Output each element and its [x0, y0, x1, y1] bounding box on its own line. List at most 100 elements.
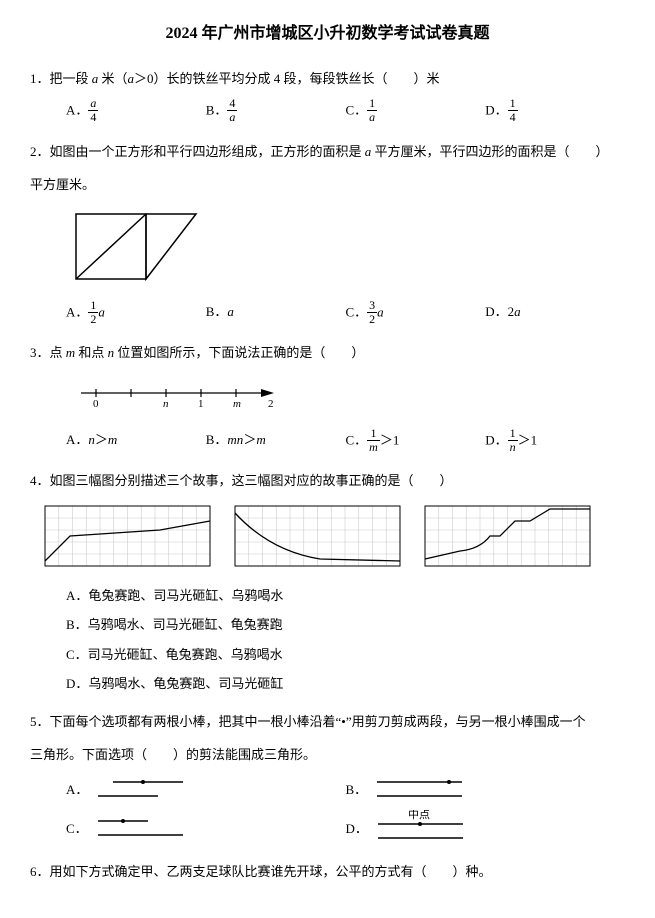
q5-d-svg: 中点 — [368, 810, 473, 846]
q1-c-frac: 1a — [367, 97, 377, 124]
q3-c-frac: 1m — [367, 427, 380, 454]
q2-d-label: D．2 — [485, 304, 514, 319]
frac-den: m — [367, 441, 380, 454]
q5-b-label: B． — [346, 778, 368, 801]
frac-den: 4 — [88, 111, 98, 124]
svg-text:0: 0 — [93, 398, 99, 410]
q1-text3: ＞0）长的铁丝平均分成 4 段，每段铁丝长（ ）米 — [134, 71, 440, 86]
q1-opt-a: A．a4 — [66, 98, 206, 125]
svg-text:2: 2 — [268, 398, 274, 410]
q5-opt-c: C． — [66, 810, 346, 846]
q2-stem: 2．如图由一个正方形和平行四边形组成，正方形的面积是 a 平方厘米，平行四边形的… — [30, 140, 625, 163]
q2-options: A．12a B．a C．32a D．2a — [30, 300, 625, 327]
q5-d-label: D． — [346, 817, 368, 840]
q1-stem: 1．把一段 a 米（a＞0）长的铁丝平均分成 4 段，每段铁丝长（ ）米 — [30, 67, 625, 90]
q1-a-label: A． — [66, 103, 88, 118]
q3-text2: 和点 — [75, 345, 108, 360]
q3-a-pre: A． — [66, 432, 88, 447]
q5-row1: A． B． — [30, 774, 625, 804]
q5-opt-b: B． — [346, 774, 626, 804]
q3-text: 3．点 — [30, 345, 66, 360]
q5-a-svg — [88, 774, 193, 804]
q3-opt-a: A．n＞m — [66, 428, 206, 455]
q3-stem: 3．点 m 和点 n 位置如图所示，下面说法正确的是（ ） — [30, 341, 625, 364]
question-5: 5．下面每个选项都有两根小棒，把其中一根小棒沿着“•”用剪刀剪成两段，与另一根小… — [30, 710, 625, 847]
q3-b-r: m — [256, 432, 265, 447]
frac-num: 1 — [508, 427, 518, 441]
frac-den: 2 — [88, 313, 98, 326]
frac-den: n — [508, 441, 518, 454]
q4-opt-b: B．乌鸦喝水、司马光砸缸、龟兔赛跑 — [66, 613, 625, 636]
q4-opt-c: C．司马光砸缸、龟兔赛跑、乌鸦喝水 — [66, 643, 625, 666]
q3-b-pre: B． — [206, 432, 228, 447]
q1-opt-b: B．4a — [206, 98, 346, 125]
page-title: 2024 年广州市增城区小升初数学考试试卷真题 — [30, 20, 625, 49]
frac-den: 2 — [367, 313, 377, 326]
question-1: 1．把一段 a 米（a＞0）长的铁丝平均分成 4 段，每段铁丝长（ ）米 A．a… — [30, 67, 625, 126]
frac-num: 1 — [508, 97, 518, 111]
q2-a-tail: a — [98, 304, 105, 319]
q3-figure: 0n1m2 — [30, 373, 625, 420]
q1-a-frac: a4 — [88, 97, 98, 124]
q1-text2: 米（ — [98, 71, 127, 86]
q2-opt-d: D．2a — [485, 300, 625, 327]
q1-b-frac: 4a — [227, 97, 237, 124]
q3-options: A．n＞m B．mn＞m C．1m＞1 D．1n＞1 — [30, 428, 625, 455]
q2-svg — [66, 204, 206, 284]
q5-c-label: C． — [66, 817, 88, 840]
q3-a-mid: ＞ — [95, 432, 108, 447]
q1-options: A．a4 B．4a C．1a D．14 — [30, 98, 625, 125]
q2-d-tail: a — [514, 304, 521, 319]
q3-d-tail: ＞1 — [518, 433, 538, 448]
q1-b-label: B． — [206, 103, 228, 118]
q1-text: 1．把一段 — [30, 71, 92, 86]
frac-num: 1 — [88, 299, 98, 313]
q4-options: A．龟兔赛跑、司马光砸缸、乌鸦喝水 B．乌鸦喝水、司马光砸缸、龟兔赛跑 C．司马… — [30, 584, 625, 696]
frac-num: 1 — [367, 427, 380, 441]
q5-row2: C． D．中点 — [30, 810, 625, 846]
q4-stem: 4．如图三幅图分别描述三个故事，这三幅图对应的故事正确的是（ ） — [30, 469, 625, 492]
question-6: 6．用如下方式确定甲、乙两支足球队比赛谁先开球，公平的方式有（ ）种。 — [30, 860, 625, 883]
q3-b-mid: ＞ — [243, 432, 256, 447]
q5-stem-ext: 三角形。下面选项（ ）的剪法能围成三角形。 — [30, 743, 625, 766]
frac-num: 1 — [367, 97, 377, 111]
q2-opt-b: B．a — [206, 300, 346, 327]
q2-a-label: A． — [66, 304, 88, 319]
q3-opt-d: D．1n＞1 — [485, 428, 625, 455]
frac-den: 4 — [508, 111, 518, 124]
q3-d-pre: D． — [485, 433, 507, 448]
frac-num: 4 — [227, 97, 237, 111]
q2-stem-ext: 平方厘米。 — [30, 173, 625, 196]
frac-den: a — [227, 111, 237, 124]
q2-c-frac: 32 — [367, 299, 377, 326]
svg-text:m: m — [233, 398, 241, 410]
frac-num: a — [88, 97, 98, 111]
q3-d-frac: 1n — [508, 427, 518, 454]
q1-c-label: C． — [346, 103, 368, 118]
q4-opt-a: A．龟兔赛跑、司马光砸缸、乌鸦喝水 — [66, 584, 625, 607]
q2-b-val: a — [227, 304, 234, 319]
q6-stem: 6．用如下方式确定甲、乙两支足球队比赛谁先开球，公平的方式有（ ）种。 — [30, 860, 625, 883]
q2-c-tail: a — [377, 304, 384, 319]
q2-b-label: B． — [206, 304, 228, 319]
q3-opt-b: B．mn＞m — [206, 428, 346, 455]
q3-c-pre: C． — [346, 433, 368, 448]
q2-figure — [30, 204, 625, 291]
q5-c-svg — [88, 813, 193, 843]
q5-stem: 5．下面每个选项都有两根小棒，把其中一根小棒沿着“•”用剪刀剪成两段，与另一根小… — [30, 710, 625, 733]
question-3: 3．点 m 和点 n 位置如图所示，下面说法正确的是（ ） 0n1m2 A．n＞… — [30, 341, 625, 455]
q5-opt-d: D．中点 — [346, 810, 626, 846]
q4-svg — [40, 501, 600, 571]
svg-text:1: 1 — [198, 398, 204, 410]
frac-num: 3 — [367, 299, 377, 313]
q1-opt-c: C．1a — [346, 98, 486, 125]
q4-figure — [30, 501, 625, 578]
q2-a-frac: 12 — [88, 299, 98, 326]
q3-b-l: mn — [227, 432, 243, 447]
q3-text3: 位置如图所示，下面说法正确的是（ ） — [114, 345, 364, 360]
frac-den: a — [367, 111, 377, 124]
question-4: 4．如图三幅图分别描述三个故事，这三幅图对应的故事正确的是（ ） A．龟兔赛跑、… — [30, 469, 625, 695]
q3-opt-c: C．1m＞1 — [346, 428, 486, 455]
q1-d-frac: 14 — [508, 97, 518, 124]
q5-opt-a: A． — [66, 774, 346, 804]
